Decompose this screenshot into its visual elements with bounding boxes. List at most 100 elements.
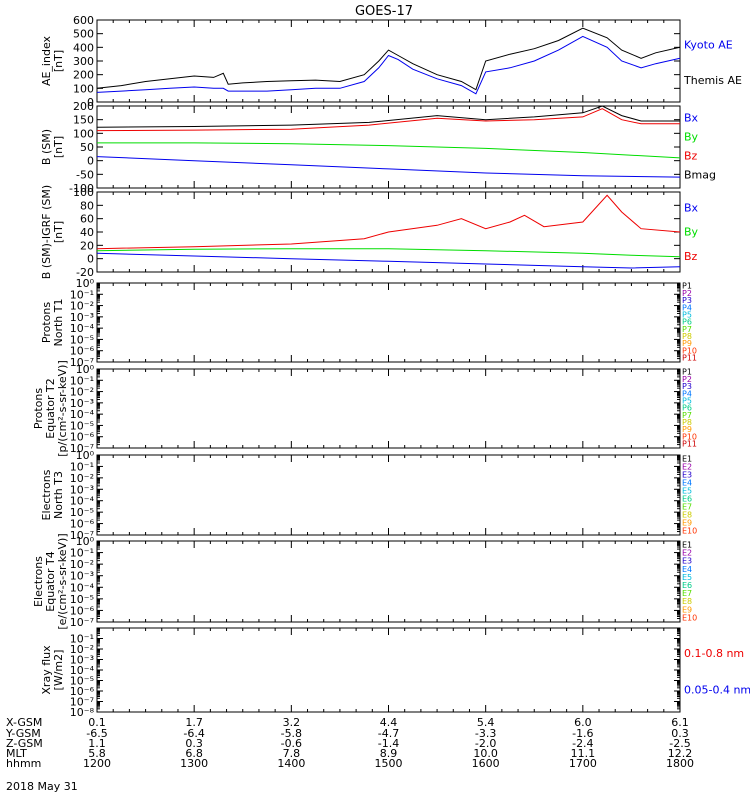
legend-entry: Bx: [684, 201, 699, 214]
legend-entry: 0.1-0.8 nm: [684, 647, 744, 660]
y-tick-label: 10⁻¹: [70, 288, 94, 301]
channel-label: E7: [682, 589, 692, 598]
channel-label: E3: [682, 557, 692, 566]
series-line-bz: [96, 108, 680, 132]
channel-label: P5: [682, 310, 692, 319]
y-axis-label: B (SM): [40, 129, 53, 165]
footer-ephemeris: 2018 May 31 X-GSMY-GSMZ-GSMMLThhmm0.1-6.…: [5, 716, 694, 793]
channel-label: P4: [682, 303, 692, 312]
legend-entry: Bz: [684, 149, 698, 162]
channel-label: E5: [682, 573, 692, 582]
y-axis-label: B (SM)-IGRF (SM): [40, 185, 53, 279]
y-tick-label: 10⁻⁵: [70, 675, 94, 688]
y-tick-label: 10⁻⁵: [70, 419, 94, 432]
y-tick-label: 500: [73, 28, 94, 41]
panel-frame: [96, 540, 681, 623]
y-axis-label: Protons: [32, 388, 45, 429]
y-axis-label: [nT]: [52, 136, 65, 158]
y-tick-label: 10⁻³: [70, 483, 94, 496]
footer-value: 1.7: [185, 716, 203, 729]
channel-label: P11: [682, 354, 697, 363]
channel-label: P2: [682, 375, 692, 384]
y-tick-label: 0: [87, 253, 94, 266]
y-tick-label: 10⁻⁵: [70, 333, 94, 346]
y-tick-label: 10⁻⁵: [70, 593, 94, 606]
y-tick-label: 100: [73, 82, 94, 95]
y-tick-label: 10⁻²: [70, 558, 94, 571]
channel-label: P1: [682, 368, 692, 377]
y-tick-label: 10⁻⁷: [70, 442, 94, 455]
y-tick-label: 10⁻⁸: [70, 706, 95, 719]
y-tick-label: 100: [73, 127, 94, 140]
channel-label: E6: [682, 581, 692, 590]
channel-label: E2: [682, 462, 692, 471]
y-tick-label: 10⁻⁶: [70, 685, 95, 698]
y-tick-label: 10⁻²: [70, 643, 94, 656]
footer-value: 0.3: [671, 727, 689, 740]
y-tick-label: 0: [87, 155, 94, 168]
legend-entry: By: [684, 226, 699, 239]
y-tick-label: 80: [80, 199, 94, 212]
y-tick-label: 10⁻¹: [70, 374, 94, 387]
y-tick-label: 40: [80, 226, 94, 239]
y-tick-label: 200: [73, 100, 94, 113]
figure-title: GOES-17: [355, 4, 413, 19]
y-tick-label: 100: [73, 186, 94, 199]
y-tick-label: 10⁻⁵: [70, 506, 94, 519]
footer-value: 8.9: [380, 747, 398, 760]
footer-row-label: MLT: [6, 747, 27, 760]
y-tick-label: 10⁻⁴: [70, 322, 95, 335]
channel-label: E1: [682, 454, 692, 463]
y-tick-label: -20: [76, 266, 94, 279]
y-tick-label: -50: [76, 168, 94, 181]
y-tick-label: 600: [73, 14, 94, 27]
y-tick-label: 20: [80, 239, 94, 252]
footer-value: -5.8: [281, 727, 302, 740]
footer-value: 12.2: [668, 747, 693, 760]
channel-label: P6: [682, 404, 692, 413]
y-axis-label: [e/(cm²-s-sr-keV)]: [56, 533, 69, 629]
y-tick-label: 50: [80, 141, 94, 154]
footer-row-label: Z-GSM: [6, 737, 43, 750]
footer-value: -1.6: [572, 727, 593, 740]
channel-label: E9: [682, 605, 692, 614]
y-tick-label: 10⁻⁶: [70, 345, 95, 358]
footer-row-label: Y-GSM: [5, 727, 41, 740]
footer-value: 1600: [472, 757, 500, 770]
channel-label: P4: [682, 389, 692, 398]
series-line-by: [97, 142, 681, 159]
y-tick-label: 400: [73, 41, 94, 54]
footer-value: 6.1: [671, 716, 689, 729]
legend-entry: Themis AE: [683, 74, 742, 87]
y-tick-label: 10⁻⁴: [70, 581, 95, 594]
channel-label: E7: [682, 502, 692, 511]
footer-value: -2.0: [475, 737, 496, 750]
panel-8: 10⁻¹10⁻²10⁻³10⁻⁴10⁻⁵10⁻⁶10⁻⁷10⁻⁸ Xray flu…: [40, 627, 750, 719]
y-axis-label: Protons: [40, 302, 53, 343]
channel-label: E4: [682, 565, 692, 574]
channel-label: P3: [682, 382, 692, 391]
channel-label: E10: [682, 526, 697, 535]
series-line-bx: [96, 252, 681, 269]
channel-label: P7: [682, 411, 692, 420]
y-tick-label: 10⁰: [76, 277, 95, 290]
footer-value: 6.8: [185, 747, 203, 760]
y-tick-label: 10⁻⁷: [70, 356, 94, 369]
y-axis-label: Electrons: [40, 469, 53, 520]
y-tick-label: 10⁻⁴: [70, 664, 95, 677]
channel-label: P2: [682, 289, 692, 298]
y-tick-label: 10⁻⁶: [70, 518, 95, 531]
footer-value: 1500: [375, 757, 403, 770]
channel-label: E4: [682, 478, 692, 487]
footer-value: -2.4: [572, 737, 593, 750]
channel-label: P1: [682, 282, 692, 291]
y-tick-label: 300: [73, 55, 94, 68]
y-tick-label: 10⁻⁷: [70, 616, 94, 629]
y-axis-label: [p/(cm²-s-sr-keV)]: [56, 360, 69, 457]
footer-value: -0.6: [281, 737, 302, 750]
y-axis-label: [W/m2]: [52, 650, 65, 691]
footer-value: 1800: [666, 757, 694, 770]
